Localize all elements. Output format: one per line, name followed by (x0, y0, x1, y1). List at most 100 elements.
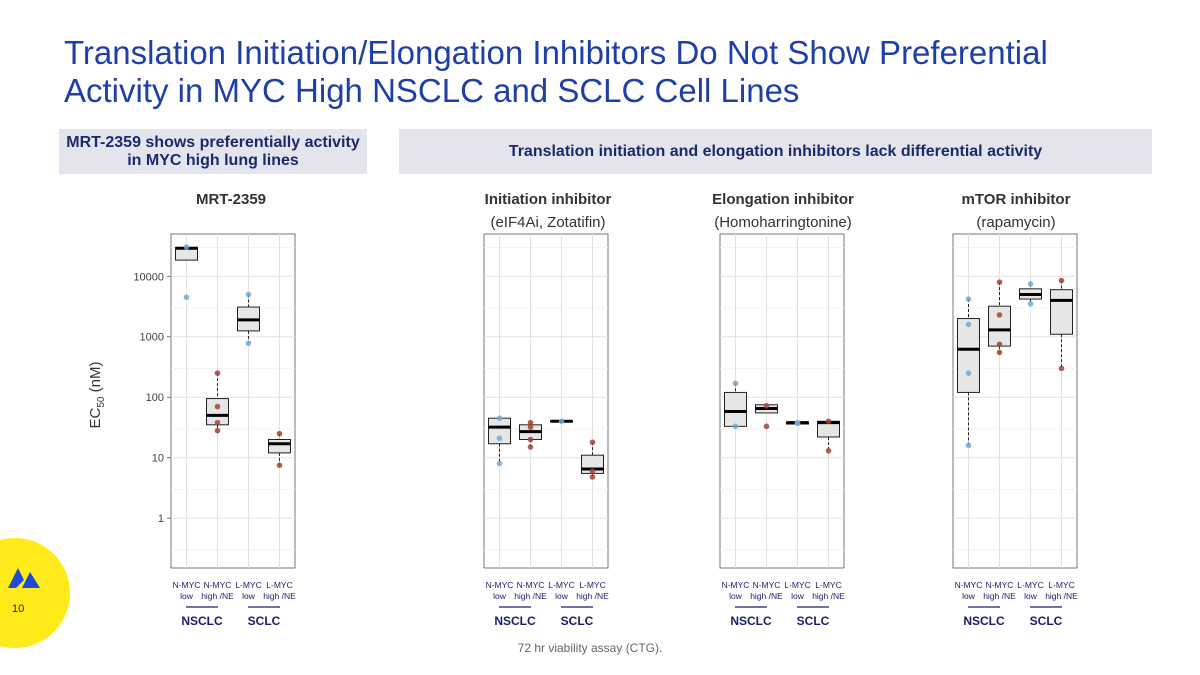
group-label: SCLC (797, 614, 830, 628)
data-point (965, 370, 972, 376)
data-point (214, 370, 221, 376)
data-point (763, 403, 770, 409)
box-3 (237, 291, 260, 347)
box-4 (1050, 277, 1073, 372)
data-point (965, 321, 972, 328)
data-point (1058, 365, 1065, 372)
data-point (527, 419, 534, 426)
x-tick-label-line2: high /NE (1045, 591, 1078, 601)
box-3 (550, 418, 573, 425)
data-point (496, 435, 503, 442)
box-iqr (957, 318, 980, 393)
panel-title-main: MRT-2359 (195, 191, 267, 208)
y-tick-label: 10000 (133, 271, 164, 283)
panel-title-sub: (rapamycin) (976, 214, 1056, 231)
box-4 (581, 439, 604, 480)
x-tick-label-line1: L-MYC (784, 580, 810, 590)
box-1 (957, 296, 980, 449)
left-banner: MRT-2359 shows preferentially activity i… (59, 129, 367, 174)
box-1 (488, 415, 511, 467)
x-tick-label-line2: high /NE (576, 591, 609, 601)
data-point (1027, 301, 1034, 307)
box-4 (268, 430, 291, 469)
x-tick-label-line2: high /NE (983, 591, 1016, 601)
x-tick-label-line1: L-MYC (235, 580, 261, 590)
data-point (589, 474, 596, 480)
right-banner-text: Translation initiation and elongation in… (508, 142, 1043, 160)
y-tick-label: 1000 (140, 332, 164, 344)
group-label: NSCLC (963, 614, 1005, 628)
box-iqr (724, 391, 747, 427)
data-point (558, 418, 565, 425)
group-label: SCLC (1030, 614, 1063, 628)
company-logo-badge (0, 538, 70, 648)
data-point (214, 427, 221, 434)
data-point (794, 420, 801, 427)
footnote: 72 hr viability assay (CTG). (517, 641, 663, 655)
x-tick-label-line2: low (1024, 591, 1038, 601)
plot-panel-frame (483, 233, 609, 569)
x-tick-label-line2: high /NE (750, 591, 783, 601)
box-2 (988, 279, 1011, 356)
box-2 (519, 419, 542, 450)
right-banner: Translation initiation and elongation in… (399, 129, 1152, 174)
data-point (965, 296, 972, 302)
y-axis-label-main: EC (87, 407, 104, 428)
data-point (996, 312, 1003, 318)
y-axis-label-sub: 50 (96, 396, 107, 408)
x-tick-label-line2: high /NE (263, 591, 296, 601)
box-3 (786, 419, 809, 427)
data-point (589, 468, 596, 474)
box-2 (755, 403, 778, 430)
data-point (1027, 281, 1034, 287)
panel-title-sub: (Homoharringtonine) (714, 214, 852, 231)
x-tick-label-line2: low (493, 591, 507, 601)
data-point (996, 349, 1003, 356)
x-tick-label-line1: N-MYC (204, 580, 232, 590)
data-point (965, 442, 972, 449)
group-label: NSCLC (730, 614, 772, 628)
box-iqr (268, 438, 291, 454)
panel-title-main: Initiation inhibitor (484, 191, 612, 208)
x-tick-label-line1: L-MYC (548, 580, 574, 590)
x-tick-label-line2: low (555, 591, 569, 601)
data-point (825, 418, 832, 425)
x-tick-label-line1: N-MYC (753, 580, 781, 590)
data-point (245, 340, 252, 347)
data-point (732, 380, 739, 387)
x-tick-label-line2: high /NE (514, 591, 547, 601)
box-1 (724, 380, 747, 430)
x-tick-label-line1: N-MYC (722, 580, 750, 590)
x-tick-label-line2: low (180, 591, 194, 601)
panel-title-main: mTOR inhibitor (961, 191, 1071, 208)
x-tick-label-line1: L-MYC (266, 580, 292, 590)
panel-title-elongation: Elongation inhibitor (Homoharringtonine) (683, 191, 883, 231)
left-banner-text: MRT-2359 shows preferentially activity i… (66, 133, 360, 169)
panel-title-mrt2359: MRT-2359 (131, 191, 331, 208)
box-iqr (1050, 289, 1073, 335)
x-tick-label-line1: L-MYC (1048, 580, 1074, 590)
box-4 (817, 418, 840, 454)
page-number: 10 (12, 603, 25, 615)
plot-panel-frame (952, 233, 1078, 569)
data-point (527, 436, 534, 443)
x-tick-label-line1: N-MYC (486, 580, 514, 590)
y-axis-label-unit: (nM) (87, 362, 104, 397)
slide-title-line1: Translation Initiation/Elongation Inhibi… (64, 34, 1048, 71)
x-tick-label-line2: low (729, 591, 743, 601)
x-tick-label-line1: N-MYC (955, 580, 983, 590)
box-2 (206, 370, 229, 434)
x-tick-label-line1: N-MYC (173, 580, 201, 590)
panel-title-initiation: Initiation inhibitor (eIF4Ai, Zotatifin) (448, 191, 648, 231)
x-tick-label-line1: L-MYC (579, 580, 605, 590)
y-axis-label: EC50 (nM) (87, 362, 107, 429)
group-label: NSCLC (181, 614, 223, 628)
x-tick-label-line2: low (962, 591, 976, 601)
x-tick-label-line1: L-MYC (815, 580, 841, 590)
slide-title-line2: Activity in MYC High NSCLC and SCLC Cell… (64, 72, 800, 109)
panel-title-sub: (eIF4Ai, Zotatifin) (490, 214, 606, 231)
data-point (214, 419, 221, 426)
